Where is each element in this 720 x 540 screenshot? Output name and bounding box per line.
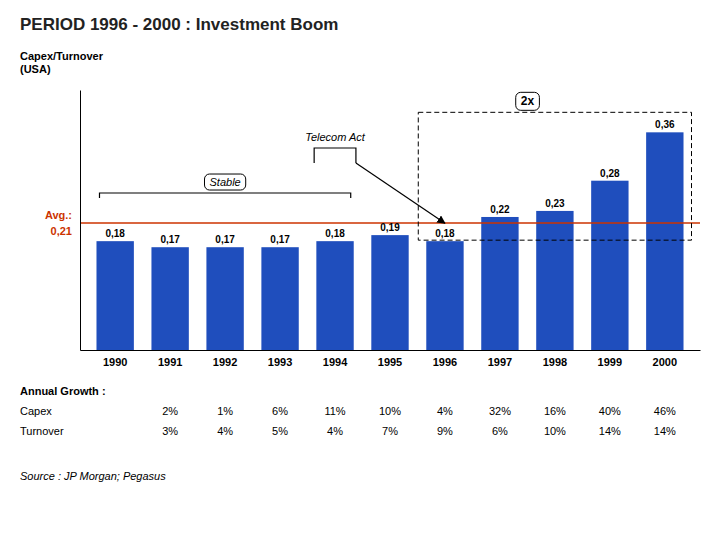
- bracket: [314, 148, 356, 163]
- table-cell: 1%: [217, 405, 233, 417]
- y-axis-line: [80, 91, 81, 351]
- table-cell: 9%: [437, 425, 453, 437]
- chart: PERIOD 1996 - 2000 : Investment Boom Cape…: [0, 0, 720, 540]
- data-labels: 0,18 0,17 0,17 0,17 0,18 0,19 0,18 0,22 0,23 0,28…: [105, 119, 675, 245]
- x-tick-label: 1993: [268, 356, 292, 368]
- x-tick: 1997: [488, 350, 512, 368]
- table-cell: 4%: [437, 405, 453, 417]
- annotation-label: 2x: [521, 94, 535, 108]
- dashed-box: [418, 112, 691, 240]
- annotation-arrow: [356, 163, 445, 223]
- data-label: 0,17: [160, 234, 180, 245]
- table-row-label: Turnover: [20, 425, 64, 437]
- y-axis-label-line: Capex/Turnover: [20, 50, 104, 62]
- bar: [371, 235, 408, 350]
- bar: [96, 241, 133, 350]
- table-cell: 32%: [489, 405, 511, 417]
- table-cell: 6%: [492, 425, 508, 437]
- data-label: 0,23: [545, 198, 565, 209]
- table-cell: 5%: [272, 425, 288, 437]
- bracket: [99, 193, 350, 198]
- x-axis-line: [81, 350, 701, 351]
- x-tick-label: 1992: [213, 356, 237, 368]
- data-label: 0,36: [655, 119, 675, 130]
- data-label: 0,17: [215, 234, 235, 245]
- x-tick-label: 1994: [323, 356, 348, 368]
- table-row-label: Capex: [20, 405, 52, 417]
- x-tick: 1995: [378, 350, 402, 368]
- title: PERIOD 1996 - 2000 : Investment Boom: [20, 15, 338, 34]
- table-cell: 6%: [272, 405, 288, 417]
- table-cell: 14%: [654, 425, 676, 437]
- table-cell: 16%: [544, 405, 566, 417]
- table-cell: 11%: [324, 405, 345, 417]
- table-cell: 40%: [599, 405, 621, 417]
- data-label: 0,18: [435, 228, 455, 239]
- annotation-box: [516, 92, 540, 110]
- bar: [206, 247, 243, 350]
- x-tick: 1998: [543, 350, 567, 368]
- table-cell: 14%: [599, 425, 621, 437]
- bar: [481, 217, 518, 350]
- annotations: Stable Telecom Act 2x: [99, 92, 691, 240]
- y-axis-label: Capex/Turnover(USA): [20, 50, 104, 75]
- x-tick-label: 1999: [598, 356, 622, 368]
- bar: [426, 241, 463, 350]
- x-tick-label: 1990: [103, 356, 127, 368]
- x-tick-label: 1995: [378, 356, 402, 368]
- annotation-label: Telecom Act: [305, 131, 366, 143]
- x-tick: 1992: [213, 350, 237, 368]
- annotation-box: [205, 174, 246, 190]
- reference-label: Avg.:: [45, 209, 72, 221]
- source: Source : JP Morgan; Pegasus: [20, 470, 166, 482]
- x-tick: 1996: [433, 350, 457, 368]
- data-label: 0,28: [600, 168, 620, 179]
- bar: [591, 181, 628, 350]
- annotation-label: Stable: [210, 176, 241, 188]
- bar: [536, 211, 573, 350]
- x-tick: 1990: [103, 350, 127, 368]
- table-cell: 4%: [217, 425, 233, 437]
- x-tick: 2000: [653, 350, 677, 368]
- data-label: 0,19: [380, 222, 400, 233]
- bar: [261, 247, 298, 350]
- data-label: 0,22: [490, 204, 510, 215]
- bar: [151, 247, 188, 350]
- bar: [646, 132, 683, 350]
- y-axis-label-line: (USA): [20, 63, 51, 75]
- x-tick-label: 1997: [488, 356, 512, 368]
- x-tick-label: 1991: [158, 356, 182, 368]
- table-cell: 10%: [379, 405, 401, 417]
- table-cell: 3%: [162, 425, 178, 437]
- table-cell: 10%: [544, 425, 566, 437]
- x-tick-label: 1998: [543, 356, 567, 368]
- x-tick: 1991: [158, 350, 182, 368]
- x-tick-label: 1996: [433, 356, 457, 368]
- y-axis: [80, 91, 81, 351]
- data-label: 0,18: [105, 228, 125, 239]
- x-tick: 1993: [268, 350, 292, 368]
- x-axis: 1990 1991 1992 1993 1994 1995 1996 1997 1998 1999…: [81, 350, 701, 368]
- x-tick: 1994: [323, 350, 348, 368]
- plot-area: [80, 132, 700, 350]
- table-cell: 2%: [162, 405, 178, 417]
- data-label: 0,17: [270, 234, 290, 245]
- table-cell: 46%: [654, 405, 676, 417]
- table-title: Annual Growth :: [20, 385, 106, 397]
- table-cell: 7%: [382, 425, 398, 437]
- data-label: 0,18: [325, 228, 345, 239]
- reference-value-label: 0,21: [51, 225, 72, 237]
- growth-table: Annual Growth : Capex 2% 1% 6% 11% 10% 4% 32% 16%…: [20, 385, 676, 437]
- table-cell: 4%: [327, 425, 343, 437]
- x-tick: 1999: [598, 350, 622, 368]
- bar: [316, 241, 353, 350]
- x-tick-label: 2000: [653, 356, 677, 368]
